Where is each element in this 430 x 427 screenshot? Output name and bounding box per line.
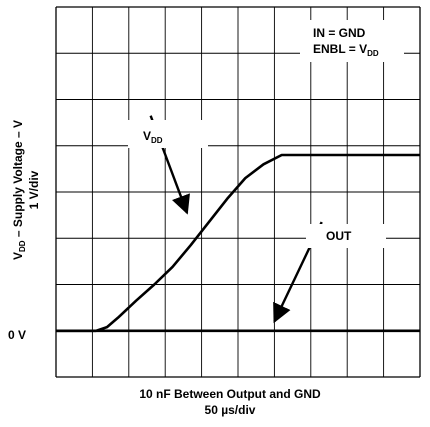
conditions-box (300, 20, 404, 62)
condition-enbl-main: ENBL = V (313, 42, 367, 56)
grid (55, 6, 421, 378)
y-axis-label-main: V (11, 252, 25, 260)
condition-in: IN = GND (313, 26, 366, 40)
y-axis-label-rest: – Supply Voltage – V (11, 120, 25, 240)
condition-enbl: ENBL = VDD (313, 42, 379, 58)
series-label-vdd-sub: DD (151, 136, 163, 145)
series-label-out: OUT (326, 229, 352, 243)
series-label-vdd-main: V (143, 129, 151, 143)
y-axis-label-sub: DD (18, 240, 27, 252)
series-label-vdd: VDD (143, 129, 163, 145)
traces (56, 153, 420, 333)
x-scale-label: 50 µs/div (205, 403, 256, 417)
y-scale-label: 1 V/div (27, 170, 41, 209)
x-axis-label: 10 nF Between Output and GND (139, 387, 321, 401)
vdd-label-bg (128, 120, 208, 148)
vdd-trace (56, 153, 420, 333)
out-label-bg (306, 224, 386, 248)
condition-enbl-sub: DD (367, 49, 379, 58)
y-axis-label: VDD – Supply Voltage – V (11, 120, 27, 260)
zero-label: 0 V (8, 328, 26, 342)
